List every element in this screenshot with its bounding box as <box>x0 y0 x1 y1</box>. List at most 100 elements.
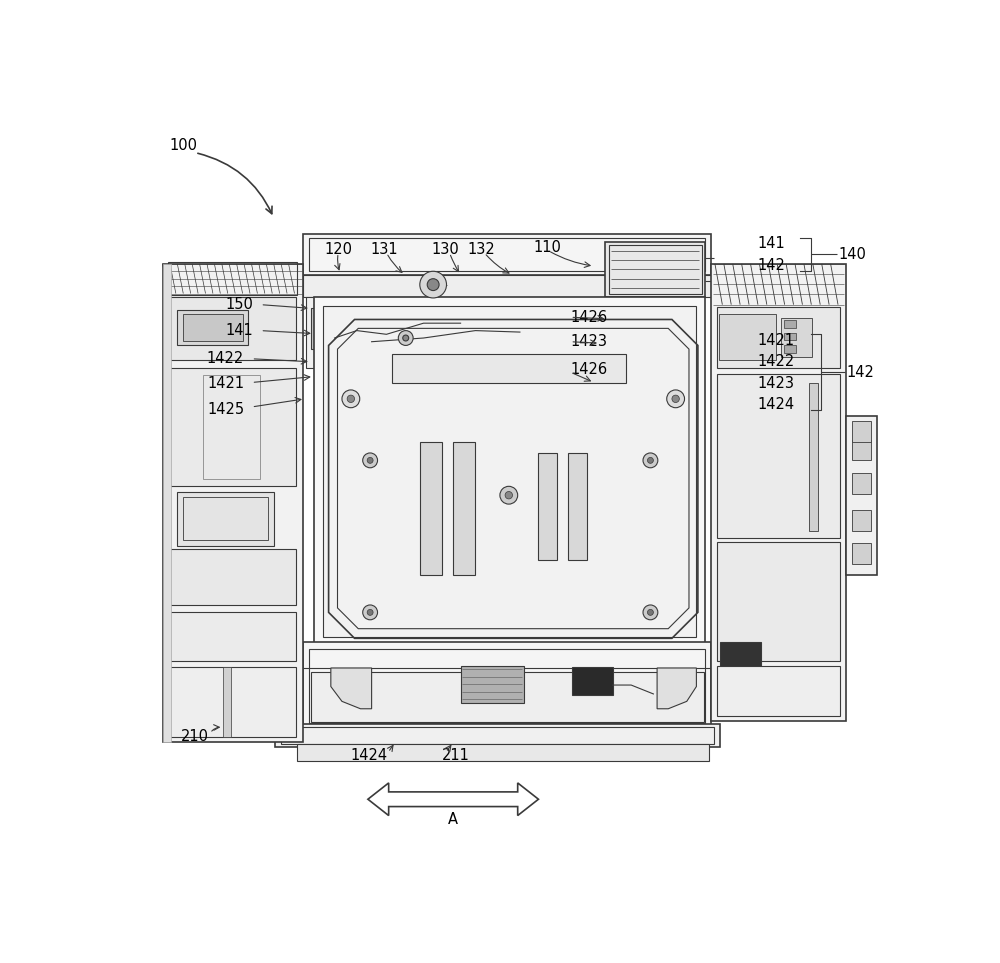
Circle shape <box>643 453 658 468</box>
Bar <box>605 242 705 298</box>
Bar <box>784 346 796 352</box>
Circle shape <box>398 330 413 346</box>
Bar <box>781 318 812 357</box>
Bar <box>163 264 171 742</box>
Bar <box>383 672 437 697</box>
Bar <box>311 672 704 722</box>
Circle shape <box>647 610 653 615</box>
Text: 1421: 1421 <box>207 377 244 392</box>
Circle shape <box>643 605 658 620</box>
Bar <box>170 298 296 360</box>
Polygon shape <box>657 668 696 709</box>
Text: 141: 141 <box>225 324 253 338</box>
Bar <box>168 262 297 295</box>
Bar <box>711 264 846 721</box>
Text: 142: 142 <box>846 365 874 380</box>
Bar <box>170 368 296 486</box>
Circle shape <box>667 390 685 407</box>
Circle shape <box>363 605 378 620</box>
Bar <box>717 374 840 538</box>
Bar <box>852 510 871 531</box>
Bar <box>177 492 274 546</box>
Circle shape <box>403 335 409 341</box>
Bar <box>323 306 696 637</box>
Bar <box>784 321 796 327</box>
Circle shape <box>363 453 378 468</box>
Circle shape <box>367 457 373 463</box>
Bar <box>281 727 714 743</box>
Text: 110: 110 <box>533 240 561 255</box>
Text: 1425: 1425 <box>207 403 244 417</box>
Bar <box>717 307 840 368</box>
Bar <box>311 308 374 350</box>
Bar <box>572 667 613 695</box>
Bar <box>784 333 796 340</box>
Bar <box>420 442 442 575</box>
Bar <box>297 744 709 761</box>
Text: 141: 141 <box>757 236 785 250</box>
Text: 210: 210 <box>180 729 208 743</box>
Text: 1422: 1422 <box>757 354 794 369</box>
Bar <box>223 666 231 737</box>
Bar <box>719 314 776 360</box>
Bar <box>717 665 840 716</box>
Bar <box>183 314 243 341</box>
Bar <box>538 453 557 560</box>
Bar <box>717 542 840 661</box>
Bar <box>568 453 587 560</box>
Bar <box>852 543 871 564</box>
Bar <box>309 238 705 272</box>
Polygon shape <box>331 668 372 709</box>
Bar <box>846 416 877 575</box>
Bar <box>303 275 711 298</box>
Circle shape <box>505 491 512 499</box>
Bar <box>183 498 268 540</box>
Circle shape <box>367 610 373 615</box>
Text: 1421: 1421 <box>757 333 794 348</box>
Bar <box>809 382 818 531</box>
Text: A: A <box>448 813 458 827</box>
Text: 120: 120 <box>324 242 352 256</box>
Text: 132: 132 <box>467 242 495 256</box>
Text: 140: 140 <box>839 247 867 262</box>
Bar <box>303 642 711 727</box>
Text: 142: 142 <box>757 258 785 273</box>
Bar <box>170 666 296 737</box>
Circle shape <box>500 486 518 504</box>
Bar <box>392 354 626 382</box>
Bar <box>309 649 705 723</box>
Bar <box>177 310 248 346</box>
Text: 211: 211 <box>442 748 470 763</box>
Text: 131: 131 <box>370 242 398 256</box>
Bar <box>303 234 711 275</box>
Bar <box>720 642 761 673</box>
Bar <box>609 246 702 294</box>
Circle shape <box>672 395 679 403</box>
Circle shape <box>647 457 653 463</box>
Text: 100: 100 <box>170 138 198 153</box>
Text: 1424: 1424 <box>351 748 388 763</box>
Circle shape <box>427 278 439 291</box>
Bar <box>461 665 524 703</box>
Text: 1423: 1423 <box>757 376 794 391</box>
Bar <box>314 298 705 646</box>
Bar <box>852 473 871 494</box>
Bar <box>203 375 260 479</box>
Text: 1426: 1426 <box>570 362 607 377</box>
Bar <box>163 264 303 742</box>
Bar <box>852 421 871 442</box>
Bar <box>170 612 296 661</box>
Text: 1423: 1423 <box>570 334 607 350</box>
Text: 130: 130 <box>432 242 460 256</box>
Text: 150: 150 <box>225 298 253 312</box>
Text: 1424: 1424 <box>757 398 794 412</box>
Circle shape <box>347 395 355 403</box>
Bar <box>852 439 871 460</box>
Bar <box>306 298 469 368</box>
Circle shape <box>342 390 360 407</box>
Bar <box>275 723 720 747</box>
Text: 1426: 1426 <box>570 310 607 325</box>
Bar <box>170 549 296 605</box>
Bar <box>453 442 475 575</box>
Text: 1422: 1422 <box>207 351 244 366</box>
